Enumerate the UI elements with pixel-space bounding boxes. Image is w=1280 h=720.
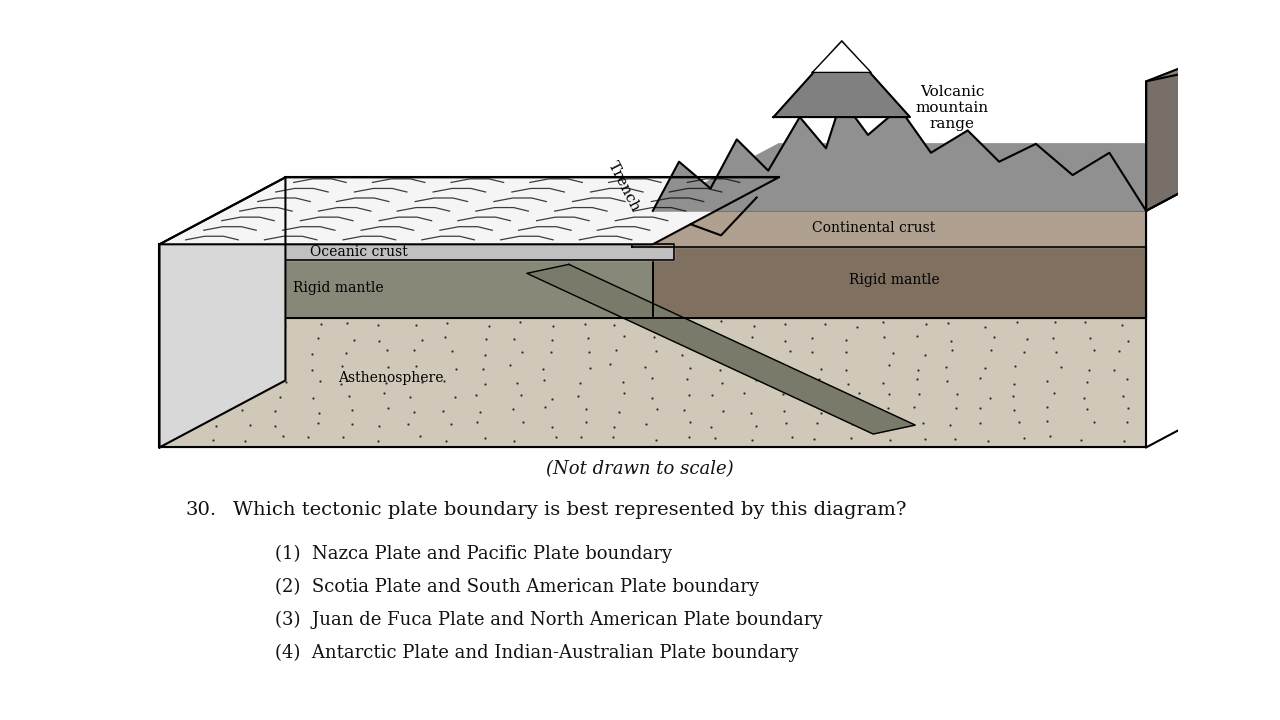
Text: Which tectonic plate boundary is best represented by this diagram?: Which tectonic plate boundary is best re…	[233, 501, 906, 519]
Text: (3)  Juan de Fuca Plate and North American Plate boundary: (3) Juan de Fuca Plate and North America…	[275, 611, 823, 629]
Polygon shape	[653, 144, 1272, 211]
Polygon shape	[813, 41, 872, 73]
Polygon shape	[1146, 32, 1272, 211]
Text: Asthenosphere: Asthenosphere	[338, 372, 443, 385]
Polygon shape	[653, 246, 1146, 318]
Polygon shape	[632, 211, 1146, 246]
Polygon shape	[160, 318, 1146, 447]
Polygon shape	[160, 244, 673, 260]
Text: Volcanic
mountain
range: Volcanic mountain range	[915, 85, 988, 131]
Text: (1)  Nazca Plate and Pacific Plate boundary: (1) Nazca Plate and Pacific Plate bounda…	[275, 545, 672, 563]
Text: Rigid mantle: Rigid mantle	[293, 281, 383, 294]
Text: (Not drawn to scale): (Not drawn to scale)	[547, 460, 733, 478]
Text: Rigid mantle: Rigid mantle	[849, 273, 940, 287]
Text: Trench: Trench	[604, 158, 643, 214]
Polygon shape	[160, 260, 653, 318]
Polygon shape	[653, 99, 1146, 211]
Text: 30.: 30.	[186, 501, 216, 519]
Text: Oceanic crust: Oceanic crust	[310, 246, 408, 259]
Text: (4)  Antarctic Plate and Indian-Australian Plate boundary: (4) Antarctic Plate and Indian-Australia…	[275, 644, 799, 662]
Polygon shape	[160, 177, 285, 447]
Polygon shape	[773, 41, 910, 117]
Polygon shape	[1146, 55, 1272, 211]
Text: Continental crust: Continental crust	[812, 221, 934, 235]
Polygon shape	[527, 264, 915, 434]
Text: (2)  Scotia Plate and South American Plate boundary: (2) Scotia Plate and South American Plat…	[275, 577, 759, 596]
Polygon shape	[160, 177, 778, 244]
